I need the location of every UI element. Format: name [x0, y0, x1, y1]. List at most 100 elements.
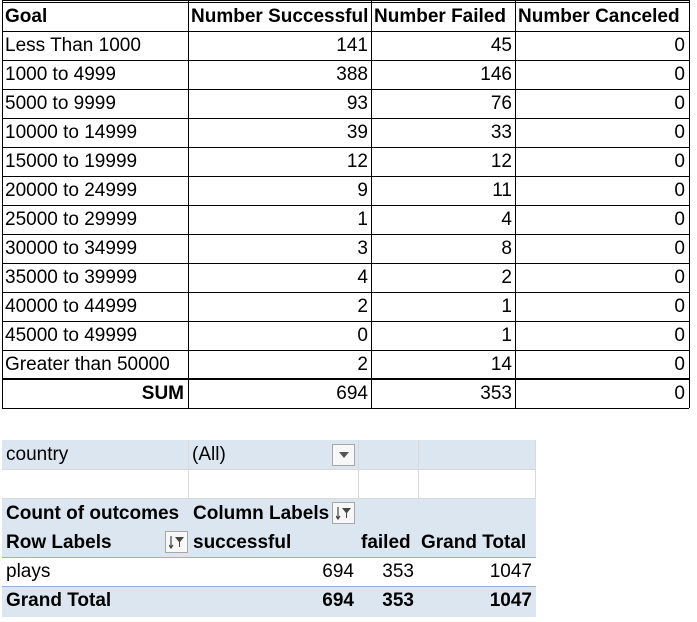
table-row-cell: 40000 to 44999: [5, 296, 138, 317]
col-header-failed: failed: [361, 532, 411, 553]
table-row-cell: 0: [674, 209, 685, 230]
table-gridline: [2, 378, 689, 380]
col-header-grand-total: Grand Total: [421, 532, 527, 553]
table-gridline: [2, 2, 689, 3]
grid-cell: [359, 440, 419, 470]
table-row-cell: 0: [674, 180, 685, 201]
filter-row-band: [2, 440, 536, 470]
table-gridline: [2, 408, 689, 409]
table-gridline: [2, 118, 689, 119]
table-row-cell: 2: [357, 296, 368, 317]
table-gridline: [2, 350, 689, 351]
table-row-cell: 0: [674, 296, 685, 317]
table-gridline: [2, 89, 689, 90]
table-gridline: [689, 0, 690, 408]
grand-total-successful: 694: [322, 590, 354, 611]
sum-row: SUM 694 353 0: [0, 379, 689, 408]
column-labels-header: Column Labels: [193, 503, 330, 524]
grid-cell: [189, 470, 359, 499]
table-row-cell: 30000 to 34999: [5, 238, 138, 259]
filter-label: country: [6, 444, 69, 465]
filter-value[interactable]: (All): [192, 444, 226, 465]
header-row-cell: Number Canceled: [518, 6, 680, 27]
table-row-cell: 39: [346, 122, 368, 143]
table-row: 45000 to 49999 0 1 0: [0, 321, 689, 350]
table-gridline: [2, 0, 689, 1]
pivot-header-band: [2, 499, 536, 557]
table-row-cell: 388: [336, 64, 368, 85]
table-gridline: [2, 31, 689, 32]
table-gridline: [371, 0, 372, 408]
table-row-cell: Greater than 50000: [5, 354, 170, 375]
table-gridline: [515, 0, 516, 408]
cell-total: 1047: [489, 561, 532, 582]
table-gridline: [2, 176, 689, 177]
table-row-cell: 35000 to 39999: [5, 267, 138, 288]
table-row: Less Than 1000 141 45 0: [0, 31, 689, 60]
table-row-cell: 15000 to 19999: [5, 151, 138, 172]
table-row: Greater than 50000 2 14 0: [0, 350, 689, 379]
table-row-cell: 11: [492, 180, 512, 201]
table-row-cell: 45000 to 49999: [5, 325, 138, 346]
table-gridline: [2, 205, 689, 206]
grid-cell: [419, 470, 536, 499]
table-row-cell: 5000 to 9999: [5, 93, 116, 114]
grid-cell: [419, 440, 536, 470]
header-row-cell: Goal: [5, 6, 48, 27]
table-row-cell: 0: [357, 325, 368, 346]
table-row-cell: 10000 to 14999: [5, 122, 138, 143]
filter-sort-icon[interactable]: [332, 502, 355, 524]
table-row: 5000 to 9999 93 76 0: [0, 89, 689, 118]
header-row-cell: Number Failed: [374, 6, 506, 27]
total-separator: [2, 586, 536, 587]
table-row-cell: 33: [490, 122, 512, 143]
table-row-cell: 146: [480, 64, 512, 85]
table-row-cell: 12: [490, 151, 512, 172]
table-row-cell: 12: [346, 151, 368, 172]
dropdown-arrow-icon[interactable]: [332, 444, 355, 466]
grid-cell: [2, 470, 189, 499]
table-row-cell: 2: [501, 267, 512, 288]
table-row-cell: 0: [674, 122, 685, 143]
table-row-cell: 1: [501, 325, 512, 346]
grid-cell: [189, 440, 359, 470]
filter-sort-icon[interactable]: [165, 531, 188, 553]
sum-row-cell: 694: [336, 383, 368, 404]
table-row-cell: 20000 to 24999: [5, 180, 138, 201]
grid-cell: [359, 470, 419, 499]
table-gridline: [2, 263, 689, 264]
table-row-cell: 0: [674, 151, 685, 172]
sum-row-cell: 353: [480, 383, 512, 404]
table-row-cell: Less Than 1000: [5, 35, 141, 56]
sum-row-cell: SUM: [141, 383, 184, 404]
table-row-cell: 8: [501, 238, 512, 259]
table-row-cell: 1000 to 4999: [5, 64, 116, 85]
table-gridline: [2, 60, 689, 61]
table-row-cell: 4: [357, 267, 368, 288]
table-row-cell: 0: [674, 35, 685, 56]
grand-total-band: [2, 587, 536, 617]
table-row: 40000 to 44999 2 1 0: [0, 292, 689, 321]
table-row: 20000 to 24999 9 11 0: [0, 176, 689, 205]
header-row-cell: Number Successful: [191, 6, 369, 27]
grand-total-label: Grand Total: [6, 590, 112, 611]
table-row-cell: 3: [357, 238, 368, 259]
table-row-cell: 0: [674, 354, 685, 375]
value-caption: Count of outcomes: [6, 503, 180, 524]
row-label-plays: plays: [6, 561, 51, 582]
table-row-cell: 0: [674, 267, 685, 288]
table-row: 35000 to 39999 4 2 0: [0, 263, 689, 292]
table-row-cell: 9: [357, 180, 368, 201]
row-labels-header: Row Labels: [6, 532, 112, 553]
table-gridline: [2, 0, 3, 408]
header-row: Goal Number Successful Number Failed Number…: [0, 2, 689, 31]
table-row-cell: 0: [674, 238, 685, 259]
sum-row-cell: 0: [674, 383, 685, 404]
grid-cell: [2, 440, 189, 470]
table-row: 25000 to 29999 1 4 0: [0, 205, 689, 234]
table-row-cell: 4: [501, 209, 512, 230]
table-row-cell: 93: [346, 93, 368, 114]
table-row-cell: 0: [674, 93, 685, 114]
header-separator: [2, 557, 536, 558]
table-row-cell: 0: [674, 64, 685, 85]
